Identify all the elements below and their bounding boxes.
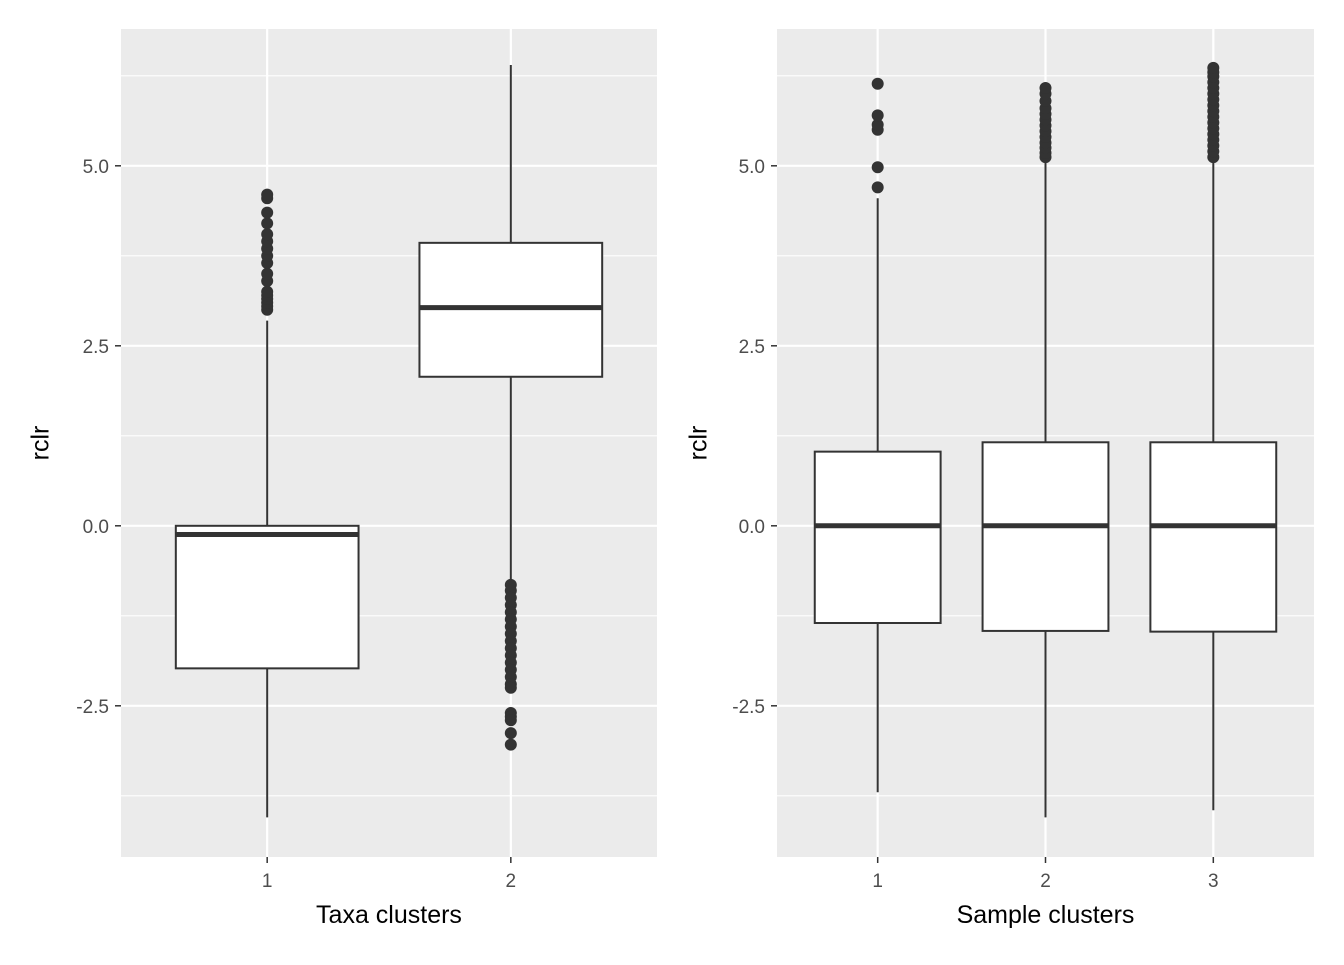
y-tick-label: 2.5 [83,337,109,358]
outlier-point [261,285,274,298]
box-iqr [981,441,1110,632]
box-iqr [813,450,942,625]
box-group-3 [1149,61,1278,811]
outlier-point [261,267,274,280]
box-group-1 [813,77,942,793]
chart-panel-1: -2.5 0.0 2.5 5.0 1 2 Taxa clusters rclr [27,29,657,929]
x-tick-label: 1 [872,871,883,892]
x-axis-title: Sample clusters [957,901,1135,929]
y-tick-label: 0.0 [83,517,109,538]
y-tick-label: -2.5 [732,697,765,718]
box-group-2 [418,65,604,751]
y-tick-label: 5.0 [83,157,109,178]
x-tick-label: 1 [262,871,273,892]
x-tick-label: 2 [506,871,517,892]
chart-panel-2: -2.5 0.0 2.5 5.0 1 2 3 Sample clusters rclr [685,29,1314,929]
outlier-point [1207,61,1220,74]
outlier-point [261,188,274,201]
y-axis-title: rclr [27,426,55,461]
y-tick-label: 0.0 [739,517,765,538]
outlier-point [261,206,274,219]
panel-background [121,29,657,857]
y-axis-title: rclr [685,426,713,461]
outlier-point [871,77,884,90]
outlier-point [871,161,884,174]
y-tick-label: 2.5 [739,337,765,358]
box-group-2 [981,82,1110,818]
x-axis-title: Taxa clusters [316,901,462,929]
outlier-point [1039,82,1052,95]
outlier-point [871,181,884,194]
outlier-point [504,727,517,740]
x-tick-label: 2 [1040,871,1051,892]
outlier-point [504,681,517,694]
outlier-point [871,118,884,131]
y-tick-label: -2.5 [76,697,109,718]
outlier-point [871,109,884,122]
y-tick-label: 5.0 [739,157,765,178]
outlier-point [504,714,517,727]
box-iqr [174,524,360,670]
x-tick-label: 3 [1208,871,1219,892]
outlier-point [504,738,517,751]
box-group-1 [174,188,360,818]
box-iqr [1149,441,1278,633]
outlier-point [261,228,274,241]
outlier-point [261,217,274,230]
